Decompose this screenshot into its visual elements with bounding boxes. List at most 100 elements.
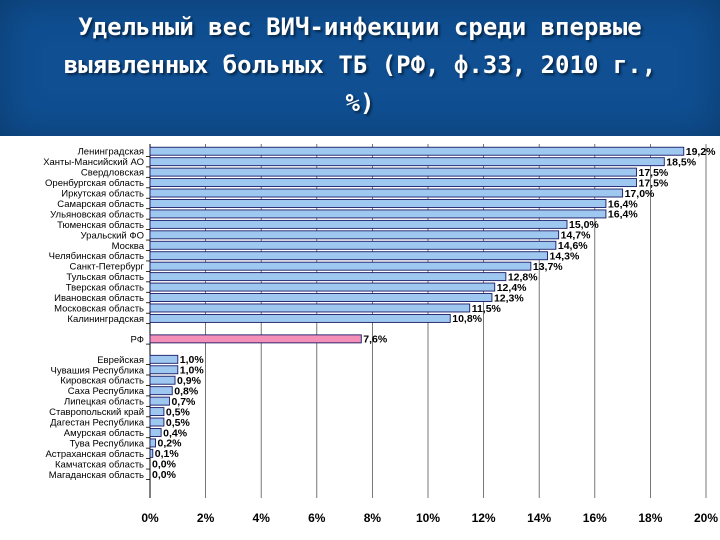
data-label: 16,4% xyxy=(608,209,638,221)
category-label: Еврейская xyxy=(97,355,144,366)
category-label: Амурская область xyxy=(64,428,144,439)
bar xyxy=(149,407,165,417)
data-label: 12,8% xyxy=(508,271,538,283)
category-label: Уральский ФО xyxy=(81,230,144,241)
bar xyxy=(149,438,157,448)
bar xyxy=(149,293,493,302)
x-tick-label: 18% xyxy=(638,511,662,525)
bar xyxy=(149,178,637,188)
category-label: Тульская область xyxy=(66,272,144,283)
category-label: Ставропольский край xyxy=(49,407,144,418)
category-label: РФ xyxy=(131,334,144,345)
bar xyxy=(149,386,173,396)
data-label: 15,0% xyxy=(569,219,599,231)
category-label: Чувашия Республика xyxy=(51,365,145,376)
data-label: 0,4% xyxy=(163,427,188,439)
bar xyxy=(149,334,362,344)
category-label: Липецкая область xyxy=(64,397,144,408)
x-tick-label: 2% xyxy=(197,511,215,525)
bar xyxy=(149,354,179,364)
category-label: Камчатская область xyxy=(55,459,144,470)
category-label: Иркутская область xyxy=(61,189,144,200)
data-label: 12,4% xyxy=(497,282,527,294)
category-label: Кировская область xyxy=(60,376,144,387)
category-label: Оренбургская область xyxy=(45,178,144,189)
data-label: 17,5% xyxy=(639,167,669,179)
x-tick-label: 16% xyxy=(583,511,607,525)
x-tick-label: 14% xyxy=(527,511,551,525)
chart-title: Удельный вес ВИЧ-инфекции среди впервые … xyxy=(63,13,657,117)
data-label: 1,0% xyxy=(180,365,205,377)
bar xyxy=(149,448,154,458)
data-label: 0,5% xyxy=(166,417,191,429)
bar xyxy=(149,230,560,240)
data-label: 0,8% xyxy=(174,385,199,397)
bar xyxy=(149,282,496,292)
data-label: 7,6% xyxy=(363,334,388,346)
data-label: 14,3% xyxy=(550,251,580,263)
data-label: 10,8% xyxy=(452,313,482,325)
bar xyxy=(149,188,624,198)
bar xyxy=(149,240,557,250)
bar xyxy=(149,417,165,427)
category-label: Тверская область xyxy=(66,283,144,294)
data-label: 0,7% xyxy=(171,396,196,408)
bar xyxy=(149,251,548,261)
data-label: 12,3% xyxy=(494,292,524,304)
x-tick-label: 10% xyxy=(416,511,440,525)
category-label: Астраханская область xyxy=(45,449,144,460)
category-label: Свердловская xyxy=(81,168,144,179)
data-label: 11,5% xyxy=(472,303,502,315)
bar xyxy=(149,272,507,282)
category-label: Ханты-Мансийский АО xyxy=(43,157,144,168)
category-label: Магаданская область xyxy=(49,470,144,481)
title-banner xyxy=(0,0,720,136)
data-label: 13,7% xyxy=(533,261,563,273)
bar xyxy=(149,209,607,219)
category-label: Московская область xyxy=(54,303,144,314)
category-label: Тюменская область xyxy=(57,220,144,231)
bar-chart: Ленинградская 19,2% Ханты-Мансийский АО 18,… xyxy=(43,144,718,525)
bar xyxy=(149,303,471,313)
data-label: 0,1% xyxy=(155,448,180,460)
data-label: 17,0% xyxy=(625,188,655,200)
data-label: 14,6% xyxy=(558,240,588,252)
bar xyxy=(149,219,568,229)
data-label: 0,9% xyxy=(177,375,202,387)
category-label: Самарская область xyxy=(57,199,144,210)
data-label: 16,4% xyxy=(608,198,638,210)
category-label: Тува Республика xyxy=(70,438,145,449)
x-tick-label: 6% xyxy=(308,511,326,525)
bar xyxy=(149,313,451,323)
data-label: 17,5% xyxy=(639,177,669,189)
x-tick-label: 0% xyxy=(141,511,159,525)
bar xyxy=(149,375,176,385)
bar xyxy=(149,365,179,375)
bar xyxy=(149,428,162,437)
category-label: Ульяновская область xyxy=(50,209,144,220)
bar xyxy=(149,396,170,406)
category-label: Калининградская xyxy=(67,314,144,325)
bar xyxy=(149,199,607,208)
data-label: 0,2% xyxy=(158,438,183,450)
category-label: Москва xyxy=(112,241,145,252)
data-label: 19,2% xyxy=(686,146,716,158)
data-label: 18,5% xyxy=(666,156,696,168)
data-label: 14,7% xyxy=(561,230,591,242)
x-tick-label: 20% xyxy=(694,511,718,525)
x-tick-label: 8% xyxy=(364,511,382,525)
category-label: Ивановская область xyxy=(54,293,144,304)
x-tick-label: 4% xyxy=(253,511,271,525)
bar xyxy=(149,167,637,177)
bar xyxy=(149,261,532,271)
data-label: 1,0% xyxy=(180,354,205,366)
data-label: 0,0% xyxy=(152,459,177,471)
category-label: Саха Республика xyxy=(68,386,145,397)
bar xyxy=(149,157,665,167)
bar xyxy=(149,146,685,156)
data-label: 0,5% xyxy=(166,406,191,418)
category-label: Челябинская область xyxy=(49,251,144,262)
category-label: Ленинградская xyxy=(78,147,144,158)
x-tick-label: 12% xyxy=(472,511,496,525)
data-label: 0,0% xyxy=(152,469,177,481)
